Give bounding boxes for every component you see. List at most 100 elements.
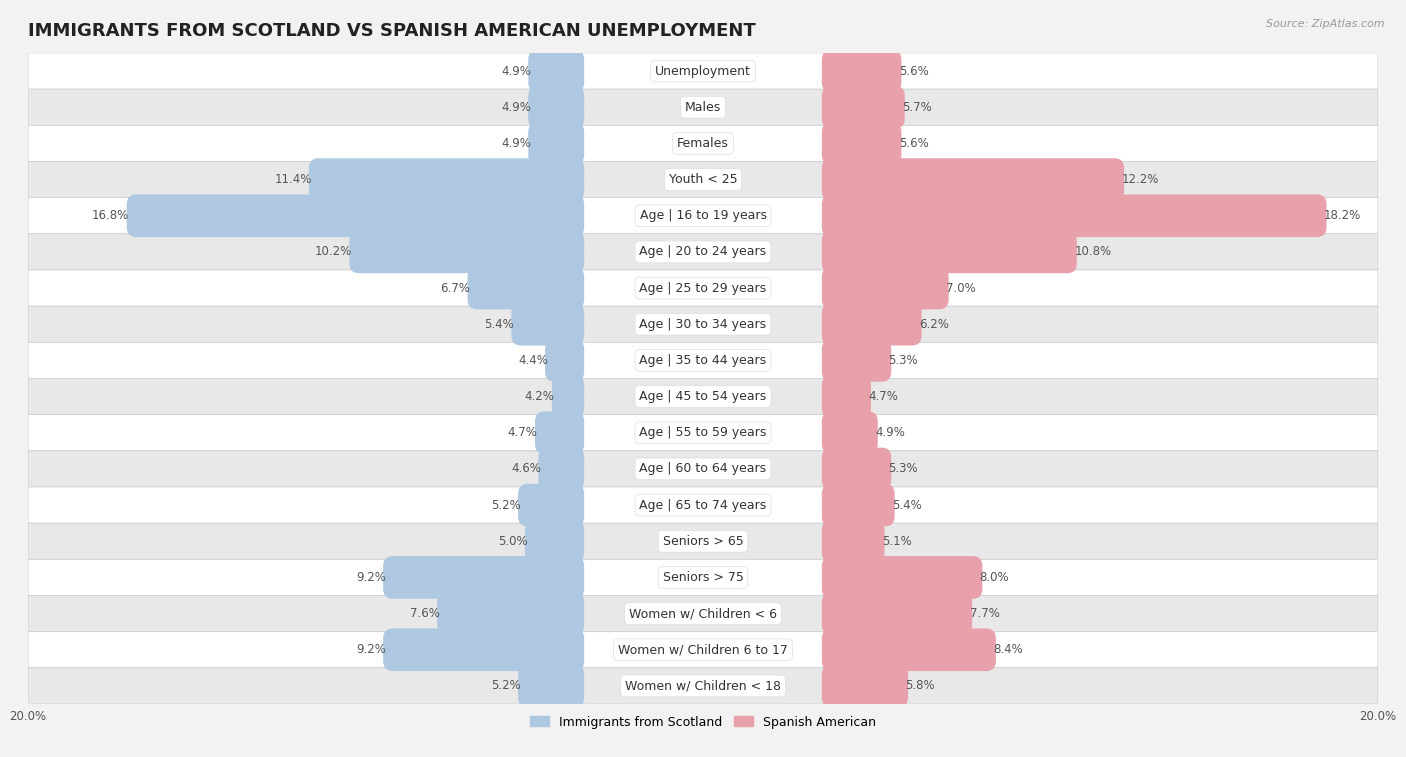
FancyBboxPatch shape: [28, 342, 1378, 378]
Text: 5.1%: 5.1%: [882, 534, 911, 548]
Text: 5.7%: 5.7%: [903, 101, 932, 114]
FancyBboxPatch shape: [823, 484, 894, 526]
FancyBboxPatch shape: [538, 447, 583, 491]
Text: IMMIGRANTS FROM SCOTLAND VS SPANISH AMERICAN UNEMPLOYMENT: IMMIGRANTS FROM SCOTLAND VS SPANISH AMER…: [28, 22, 756, 40]
Text: Seniors > 75: Seniors > 75: [662, 571, 744, 584]
Text: Women w/ Children < 6: Women w/ Children < 6: [628, 607, 778, 620]
FancyBboxPatch shape: [823, 412, 877, 454]
Text: 4.7%: 4.7%: [869, 390, 898, 403]
Text: Women w/ Children 6 to 17: Women w/ Children 6 to 17: [619, 643, 787, 656]
FancyBboxPatch shape: [28, 53, 1378, 89]
Text: Males: Males: [685, 101, 721, 114]
Text: 18.2%: 18.2%: [1324, 209, 1361, 223]
Text: 8.0%: 8.0%: [980, 571, 1010, 584]
FancyBboxPatch shape: [823, 195, 1326, 237]
Text: 5.0%: 5.0%: [498, 534, 527, 548]
FancyBboxPatch shape: [28, 523, 1378, 559]
FancyBboxPatch shape: [28, 270, 1378, 306]
Text: 4.9%: 4.9%: [875, 426, 905, 439]
FancyBboxPatch shape: [384, 628, 583, 671]
Text: 4.2%: 4.2%: [524, 390, 554, 403]
Text: Age | 60 to 64 years: Age | 60 to 64 years: [640, 463, 766, 475]
FancyBboxPatch shape: [524, 520, 583, 562]
Text: 4.7%: 4.7%: [508, 426, 537, 439]
Text: 5.3%: 5.3%: [889, 463, 918, 475]
Text: 6.2%: 6.2%: [920, 318, 949, 331]
FancyBboxPatch shape: [468, 266, 583, 310]
FancyBboxPatch shape: [823, 339, 891, 382]
FancyBboxPatch shape: [823, 447, 891, 491]
FancyBboxPatch shape: [350, 231, 583, 273]
FancyBboxPatch shape: [823, 303, 921, 345]
FancyBboxPatch shape: [28, 306, 1378, 342]
Text: Females: Females: [678, 137, 728, 150]
Text: 5.4%: 5.4%: [891, 499, 922, 512]
FancyBboxPatch shape: [127, 195, 583, 237]
FancyBboxPatch shape: [28, 198, 1378, 234]
Text: 10.2%: 10.2%: [315, 245, 352, 258]
Text: 5.2%: 5.2%: [491, 680, 520, 693]
Text: 10.8%: 10.8%: [1074, 245, 1111, 258]
FancyBboxPatch shape: [384, 556, 583, 599]
Text: 12.2%: 12.2%: [1122, 173, 1159, 186]
Text: 5.8%: 5.8%: [905, 680, 935, 693]
Text: 9.2%: 9.2%: [356, 643, 385, 656]
Text: Age | 30 to 34 years: Age | 30 to 34 years: [640, 318, 766, 331]
Text: 6.7%: 6.7%: [440, 282, 470, 294]
FancyBboxPatch shape: [823, 628, 995, 671]
Text: Age | 55 to 59 years: Age | 55 to 59 years: [640, 426, 766, 439]
Text: 16.8%: 16.8%: [93, 209, 129, 223]
FancyBboxPatch shape: [28, 161, 1378, 198]
Text: 4.9%: 4.9%: [501, 137, 531, 150]
Text: Age | 65 to 74 years: Age | 65 to 74 years: [640, 499, 766, 512]
Text: Unemployment: Unemployment: [655, 64, 751, 77]
FancyBboxPatch shape: [512, 303, 583, 345]
Text: Age | 35 to 44 years: Age | 35 to 44 years: [640, 354, 766, 367]
FancyBboxPatch shape: [823, 266, 949, 310]
Text: 8.4%: 8.4%: [993, 643, 1024, 656]
FancyBboxPatch shape: [823, 86, 904, 129]
FancyBboxPatch shape: [28, 451, 1378, 487]
FancyBboxPatch shape: [437, 592, 583, 635]
FancyBboxPatch shape: [823, 375, 870, 418]
FancyBboxPatch shape: [823, 556, 983, 599]
FancyBboxPatch shape: [529, 50, 583, 92]
Text: Women w/ Children < 18: Women w/ Children < 18: [626, 680, 780, 693]
FancyBboxPatch shape: [823, 665, 908, 707]
Text: 9.2%: 9.2%: [356, 571, 385, 584]
Text: Seniors > 65: Seniors > 65: [662, 534, 744, 548]
FancyBboxPatch shape: [28, 89, 1378, 126]
FancyBboxPatch shape: [529, 122, 583, 165]
Text: 5.3%: 5.3%: [889, 354, 918, 367]
Text: Age | 25 to 29 years: Age | 25 to 29 years: [640, 282, 766, 294]
FancyBboxPatch shape: [823, 50, 901, 92]
Text: 7.6%: 7.6%: [411, 607, 440, 620]
Text: 5.6%: 5.6%: [898, 137, 928, 150]
FancyBboxPatch shape: [28, 126, 1378, 161]
Text: Age | 45 to 54 years: Age | 45 to 54 years: [640, 390, 766, 403]
FancyBboxPatch shape: [519, 665, 583, 707]
FancyBboxPatch shape: [823, 231, 1077, 273]
FancyBboxPatch shape: [28, 596, 1378, 631]
Text: 4.9%: 4.9%: [501, 64, 531, 77]
FancyBboxPatch shape: [529, 86, 583, 129]
Text: Age | 16 to 19 years: Age | 16 to 19 years: [640, 209, 766, 223]
FancyBboxPatch shape: [553, 375, 583, 418]
FancyBboxPatch shape: [28, 559, 1378, 596]
Text: 7.7%: 7.7%: [970, 607, 1000, 620]
FancyBboxPatch shape: [28, 668, 1378, 704]
FancyBboxPatch shape: [309, 158, 583, 201]
Text: 5.4%: 5.4%: [484, 318, 515, 331]
Text: Age | 20 to 24 years: Age | 20 to 24 years: [640, 245, 766, 258]
FancyBboxPatch shape: [823, 520, 884, 562]
FancyBboxPatch shape: [28, 234, 1378, 270]
FancyBboxPatch shape: [823, 158, 1123, 201]
Text: 11.4%: 11.4%: [274, 173, 312, 186]
Text: 7.0%: 7.0%: [946, 282, 976, 294]
FancyBboxPatch shape: [28, 631, 1378, 668]
Text: Source: ZipAtlas.com: Source: ZipAtlas.com: [1267, 19, 1385, 29]
FancyBboxPatch shape: [28, 487, 1378, 523]
Legend: Immigrants from Scotland, Spanish American: Immigrants from Scotland, Spanish Americ…: [524, 711, 882, 734]
FancyBboxPatch shape: [823, 122, 901, 165]
FancyBboxPatch shape: [28, 378, 1378, 415]
